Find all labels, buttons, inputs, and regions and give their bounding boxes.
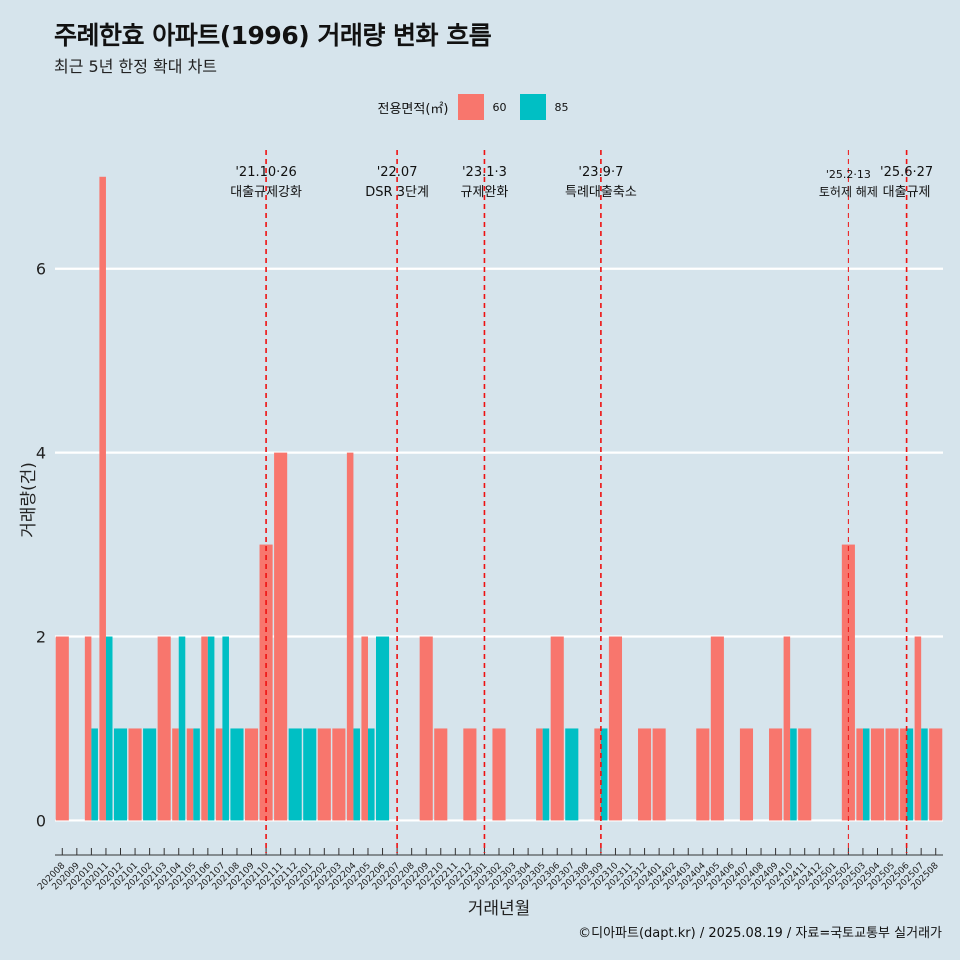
bar-60-202210: [434, 728, 448, 821]
bar-85-202204: [353, 728, 360, 821]
bar-85-202206: [375, 636, 390, 821]
event-date-202502: '25.2·13: [826, 168, 871, 181]
bar-60-202407: [739, 728, 754, 821]
event-date-202207: '22.07: [377, 165, 418, 180]
bar-85-202506: [906, 728, 914, 821]
bar-60-202508: [929, 728, 943, 821]
chart-title: 주례한효 아파트(1996) 거래량 변화 흐름: [54, 21, 492, 50]
bar-60-202305: [536, 728, 543, 821]
x-axis-title: 거래년월: [468, 899, 531, 919]
bar-85-202205: [367, 728, 375, 821]
bar-60-202008: [55, 636, 69, 821]
bar-60-202411: [798, 728, 812, 821]
bar-60-202405: [710, 636, 724, 821]
event-date-202506: '25.6·27: [880, 165, 933, 180]
bar-60-202312: [638, 728, 652, 821]
bar-85-202201: [303, 728, 317, 821]
bar-60-202103: [157, 636, 171, 821]
event-label-202301: 규제완화: [461, 185, 509, 200]
event-label-202110: 대출규제강화: [230, 185, 302, 200]
chart-subtitle: 최근 5년 한정 확대 차트: [54, 57, 218, 76]
bar-60-202503: [856, 728, 863, 821]
bar-60-202105: [186, 728, 194, 821]
bar-60-202109: [244, 728, 259, 821]
event-label-202207: DSR 3단계: [365, 185, 429, 200]
legend-label-85: 85: [554, 100, 569, 114]
bar-60-202410: [783, 636, 791, 821]
bar-60-202104: [172, 728, 179, 821]
bar-85-202410: [790, 728, 797, 821]
bar-60-202107: [215, 728, 223, 821]
bar-85-202503: [862, 728, 870, 821]
bar-60-202101: [128, 728, 142, 821]
legend-swatch-85: [520, 94, 547, 120]
event-date-202309: '23.9·7: [578, 165, 623, 180]
bar-85-202012: [113, 728, 128, 821]
event-label-202309: 특례대출축소: [565, 185, 637, 200]
source-caption: ©디아파트(dapt.kr) / 2025.08.19 / 자료=국토교통부 실…: [578, 926, 942, 941]
bar-85-202107: [222, 636, 229, 821]
bar-60-202203: [332, 728, 346, 821]
bar-60-202309: [594, 728, 601, 821]
bar-60-202302: [492, 728, 506, 821]
y-tick-label: 2: [36, 628, 46, 647]
event-date-202301: '23.1·3: [462, 165, 507, 180]
bar-60-202306: [550, 636, 564, 821]
bar-60-202205: [361, 636, 368, 821]
legend-label-60: 60: [492, 100, 507, 114]
y-tick-label: 0: [36, 811, 46, 830]
bar-85-202105: [193, 728, 200, 821]
bar-60-202506: [900, 728, 907, 821]
bar-85-202305: [542, 728, 550, 821]
bar-85-202507: [921, 728, 928, 821]
bar-85-202102: [143, 728, 157, 821]
bar-60-202010: [84, 636, 92, 821]
bar-60-202504: [870, 728, 885, 821]
bar-85-202011: [105, 636, 113, 821]
bar-60-202106: [201, 636, 208, 821]
event-label-202506: 대출규제: [883, 185, 931, 200]
bar-60-202404: [696, 728, 710, 821]
bar-60-202212: [463, 728, 477, 821]
bar-60-202505: [885, 728, 899, 821]
bar-85-202309: [600, 728, 608, 821]
event-label-202502: 토허제 해제: [819, 185, 878, 199]
bar-60-202310: [608, 636, 623, 821]
bar-85-202010: [91, 728, 98, 821]
bar-60-202401: [652, 728, 666, 821]
bar-60-202202: [317, 728, 331, 821]
legend: 전용면적(㎡) 60 85: [0, 92, 960, 122]
bar-85-202112: [288, 728, 302, 821]
y-tick-label: 4: [36, 444, 46, 463]
legend-swatch-60: [458, 94, 485, 120]
bar-85-202104: [178, 636, 186, 821]
bar-60-202204: [346, 452, 354, 821]
bar-85-202307: [565, 728, 579, 821]
event-date-202110: '21.10·26: [235, 165, 296, 180]
bar-60-202011: [99, 176, 106, 821]
bar-60-202209: [419, 636, 433, 821]
legend-title: 전용면적(㎡): [377, 101, 449, 117]
bar-60-202111: [274, 452, 288, 821]
y-tick-label: 6: [36, 260, 46, 279]
bar-85-202106: [207, 636, 215, 821]
y-axis-title: 거래량(건): [19, 462, 39, 538]
bar-60-202507: [914, 636, 922, 821]
bar-85-202108: [230, 728, 244, 821]
bar-60-202409: [769, 728, 783, 821]
